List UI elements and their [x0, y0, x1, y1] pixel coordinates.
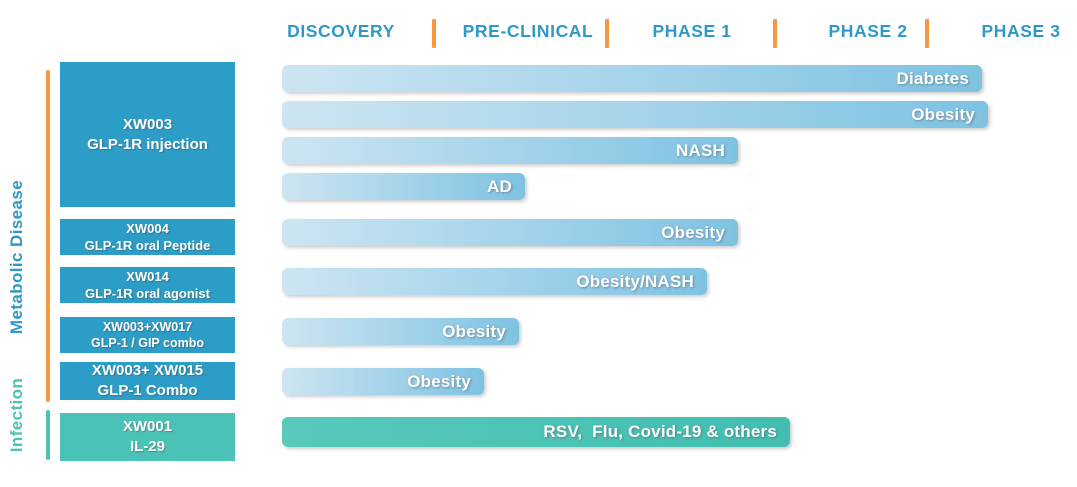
- phase-separator: [432, 19, 436, 48]
- indication-bar-6: Obesity/NASH: [282, 268, 707, 295]
- program-code: XW003+ XW015: [91, 362, 204, 380]
- indication-label: Obesity: [911, 104, 975, 124]
- program-box-XW014: XW014 GLP-1R oral agonist: [60, 267, 235, 303]
- program-description: GLP-1 / GIP combo: [91, 336, 204, 350]
- indication-bar-1: Diabetes: [282, 65, 982, 92]
- indication-bar-9: RSV, Flu, Covid-19 & others: [282, 417, 790, 447]
- indication-bar-3: NASH: [282, 137, 738, 164]
- indication-label: Obesity: [442, 321, 506, 341]
- indication-bar-7: Obesity: [282, 318, 519, 345]
- program-box-XW003: XW003 GLP-1R injection: [60, 62, 235, 207]
- phase-label-2: PRE-CLINICAL: [462, 21, 594, 41]
- program-description: GLP-1R injection: [87, 135, 208, 153]
- indication-bar-8: Obesity: [282, 368, 484, 395]
- indication-label: Obesity/NASH: [576, 271, 694, 291]
- phase-separator: [605, 19, 609, 48]
- indication-label: RSV, Flu, Covid-19 & others: [543, 422, 777, 441]
- program-box-XW003+XW017: XW003+XW017 GLP-1 / GIP combo: [60, 317, 235, 353]
- phase-label-4: PHASE 2: [828, 21, 908, 41]
- program-code: XW004: [126, 220, 169, 236]
- phase-label-3: PHASE 1: [652, 21, 732, 41]
- indication-label: NASH: [676, 140, 725, 160]
- group-line-2: [46, 410, 50, 460]
- indication-label: Diabetes: [896, 68, 969, 88]
- program-code: XW014: [126, 268, 169, 284]
- program-description: IL-29: [129, 438, 165, 455]
- phase-separator: [925, 19, 929, 48]
- program-code: XW003: [122, 115, 173, 133]
- phase-label-5: PHASE 3: [981, 21, 1061, 41]
- indication-bar-4: AD: [282, 173, 525, 200]
- indication-bar-5: Obesity: [282, 219, 738, 246]
- program-description: GLP-1R oral agonist: [85, 286, 210, 301]
- program-box-XW001: XW001 IL-29: [60, 413, 235, 461]
- phase-separator: [773, 19, 777, 48]
- group-line-1: [46, 70, 50, 402]
- program-description: GLP-1R oral Peptide: [84, 238, 211, 253]
- program-code: XW001: [122, 418, 173, 436]
- indication-bar-2: Obesity: [282, 101, 988, 128]
- program-box-XW003+ XW015: XW003+ XW015 GLP-1 Combo: [60, 362, 235, 400]
- indication-label: Obesity: [407, 371, 471, 391]
- program-code: XW003+XW017: [102, 319, 193, 334]
- program-description: GLP-1 Combo: [97, 382, 198, 399]
- phase-label-1: DISCOVERY: [287, 21, 395, 41]
- group-label-2: Infection: [7, 377, 26, 453]
- indication-label: Obesity: [661, 222, 725, 242]
- program-box-XW004: XW004 GLP-1R oral Peptide: [60, 219, 235, 255]
- indication-label: AD: [487, 176, 512, 196]
